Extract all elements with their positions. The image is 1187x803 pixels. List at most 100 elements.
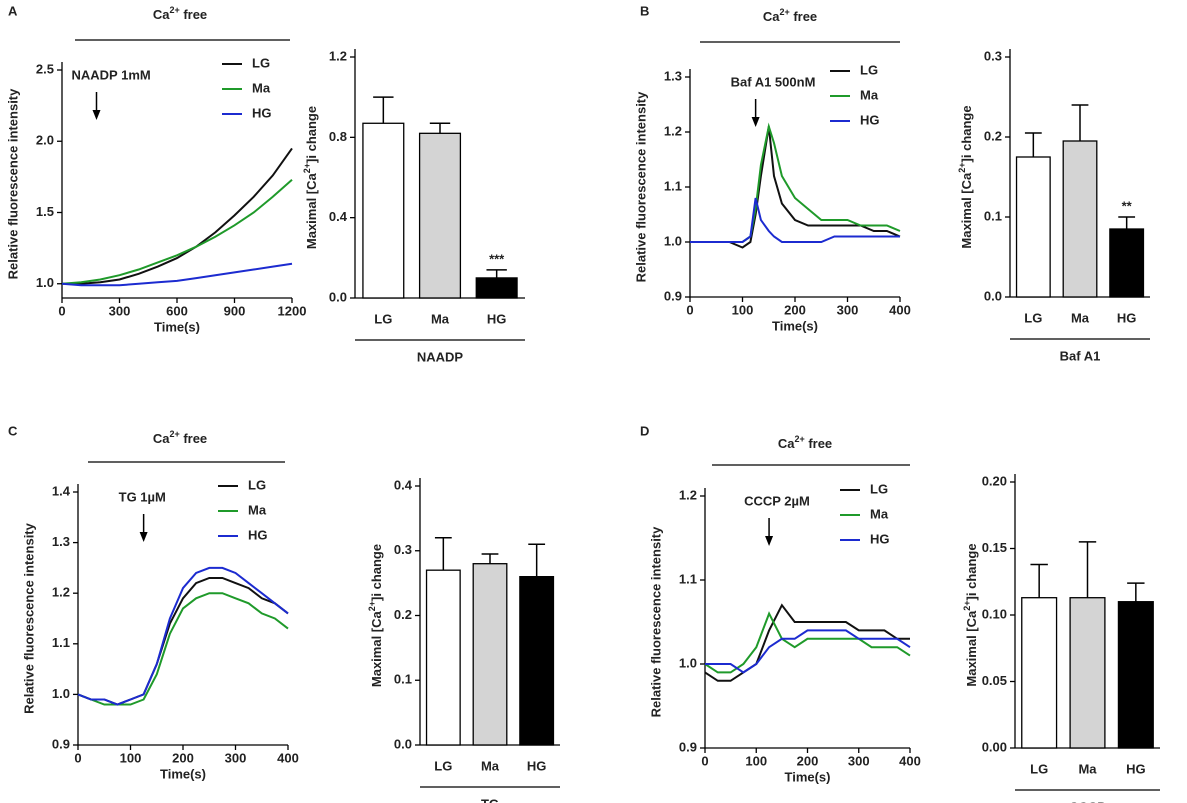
- y-tick-label: 0.2: [984, 128, 1002, 143]
- x-tick-label: 0: [686, 302, 693, 317]
- y-tick-label: 0.0: [394, 736, 412, 751]
- x-tick-label: Ma: [431, 311, 450, 326]
- y-tick-label: 0.20: [982, 473, 1007, 488]
- condition-label: Ca2+ free: [153, 5, 207, 22]
- group-label: TG: [481, 796, 499, 803]
- y-tick-label: 1.2: [52, 585, 70, 600]
- annotation-arrowhead: [139, 532, 148, 542]
- text-part: free: [180, 431, 207, 446]
- x-tick-label: 400: [277, 750, 299, 765]
- legend-label: LG: [252, 55, 270, 70]
- x-tick-label: 300: [109, 303, 131, 318]
- x-axis-label: Time(s): [785, 769, 831, 784]
- text-part: 2+: [779, 7, 789, 17]
- panel-letter: D: [640, 423, 649, 438]
- group-label: NAADP: [417, 349, 464, 364]
- y-tick-label: 1.0: [679, 655, 697, 670]
- group-label: Baf A1: [1060, 348, 1101, 363]
- y-tick-label: 1.2: [329, 48, 347, 63]
- y-tick-label: 1.1: [679, 571, 697, 586]
- legend-label: HG: [248, 527, 268, 542]
- x-tick-label: 100: [745, 753, 767, 768]
- group-label: CCCP: [1069, 799, 1106, 803]
- x-tick-label: 300: [225, 750, 247, 765]
- x-axis-label: Time(s): [154, 319, 200, 334]
- condition-label: Ca2+ free: [153, 429, 207, 446]
- x-axis-label: Time(s): [772, 318, 818, 333]
- x-tick-label: 0: [701, 753, 708, 768]
- series-line: [62, 147, 293, 285]
- y-axis-label: Relative fluorescence intensity: [21, 522, 36, 714]
- series-line: [704, 611, 911, 674]
- series-line: [705, 629, 911, 674]
- text-part: Ca: [778, 436, 795, 451]
- x-tick-label: 100: [120, 750, 142, 765]
- y-tick-label: 1.3: [52, 534, 70, 549]
- text-part: Ca: [153, 431, 170, 446]
- text-part: free: [180, 7, 207, 22]
- legend-label: Ma: [860, 87, 879, 102]
- x-tick-label: LG: [1030, 761, 1048, 776]
- text-part: 2+: [169, 5, 179, 15]
- x-tick-label: 400: [889, 302, 911, 317]
- x-axis-label: Time(s): [160, 766, 206, 781]
- bar: [362, 122, 405, 299]
- series-line: [61, 178, 293, 285]
- annotation: Baf A1 500nM: [731, 74, 816, 89]
- y-tick-label: 0.9: [664, 288, 682, 303]
- x-tick-label: 0: [58, 303, 65, 318]
- y-axis-label: Relative fluorescence intensity: [5, 88, 20, 280]
- series-line: [690, 122, 901, 243]
- y-tick-label: 2.5: [36, 61, 54, 76]
- y-tick-label: 2.0: [36, 133, 54, 148]
- significance: **: [1122, 198, 1133, 213]
- y-axis-label: Relative fluorescence intensity: [633, 91, 648, 283]
- y-tick-label: 0.9: [679, 739, 697, 754]
- series-line: [690, 197, 900, 243]
- x-tick-label: HG: [1126, 761, 1146, 776]
- bar: [418, 132, 462, 299]
- y-tick-label: 0.2: [394, 607, 412, 622]
- y-tick-label: 1.0: [664, 233, 682, 248]
- legend-label: HG: [870, 531, 890, 546]
- y-tick-label: 0.1: [394, 672, 412, 687]
- x-tick-label: 300: [837, 302, 859, 317]
- text-part: Ca: [763, 9, 780, 24]
- x-tick-label: HG: [1117, 310, 1137, 325]
- annotation-arrowhead: [765, 536, 774, 546]
- annotation-arrowhead: [751, 117, 760, 127]
- bar: [425, 569, 461, 746]
- y-tick-label: 0.00: [982, 739, 1007, 754]
- text-part: 2+: [367, 601, 377, 611]
- y-tick-label: 0.10: [982, 606, 1007, 621]
- x-tick-label: 0: [74, 750, 81, 765]
- text-part: Maximal [Ca: [304, 172, 319, 249]
- bar: [1117, 601, 1154, 749]
- text-part: ]i change: [304, 106, 319, 163]
- annotation: CCCP 2µM: [744, 493, 810, 508]
- y-tick-label: 0.0: [329, 289, 347, 304]
- text-part: Maximal [Ca: [964, 610, 979, 687]
- text-part: free: [790, 9, 817, 24]
- x-tick-label: LG: [1024, 310, 1042, 325]
- text-part: Ca: [153, 7, 170, 22]
- x-tick-label: Ma: [1078, 761, 1097, 776]
- legend-label: HG: [860, 112, 880, 127]
- legend-label: HG: [252, 105, 272, 120]
- y-axis-label: Maximal [Ca2+]i change: [367, 544, 384, 687]
- y-tick-label: 0.05: [982, 673, 1007, 688]
- text-part: 2+: [962, 600, 972, 610]
- panel-letter: A: [8, 3, 18, 18]
- y-axis-label: Maximal [Ca2+]i change: [302, 106, 319, 249]
- bar: [475, 277, 518, 299]
- x-tick-label: 100: [732, 302, 754, 317]
- text-part: Maximal [Ca: [959, 172, 974, 249]
- significance: ***: [489, 251, 505, 266]
- bar: [519, 576, 555, 746]
- y-tick-label: 0.4: [329, 209, 348, 224]
- y-tick-label: 0.8: [329, 129, 347, 144]
- x-tick-label: HG: [527, 758, 547, 773]
- bar: [1021, 597, 1058, 749]
- y-tick-label: 0.4: [394, 477, 413, 492]
